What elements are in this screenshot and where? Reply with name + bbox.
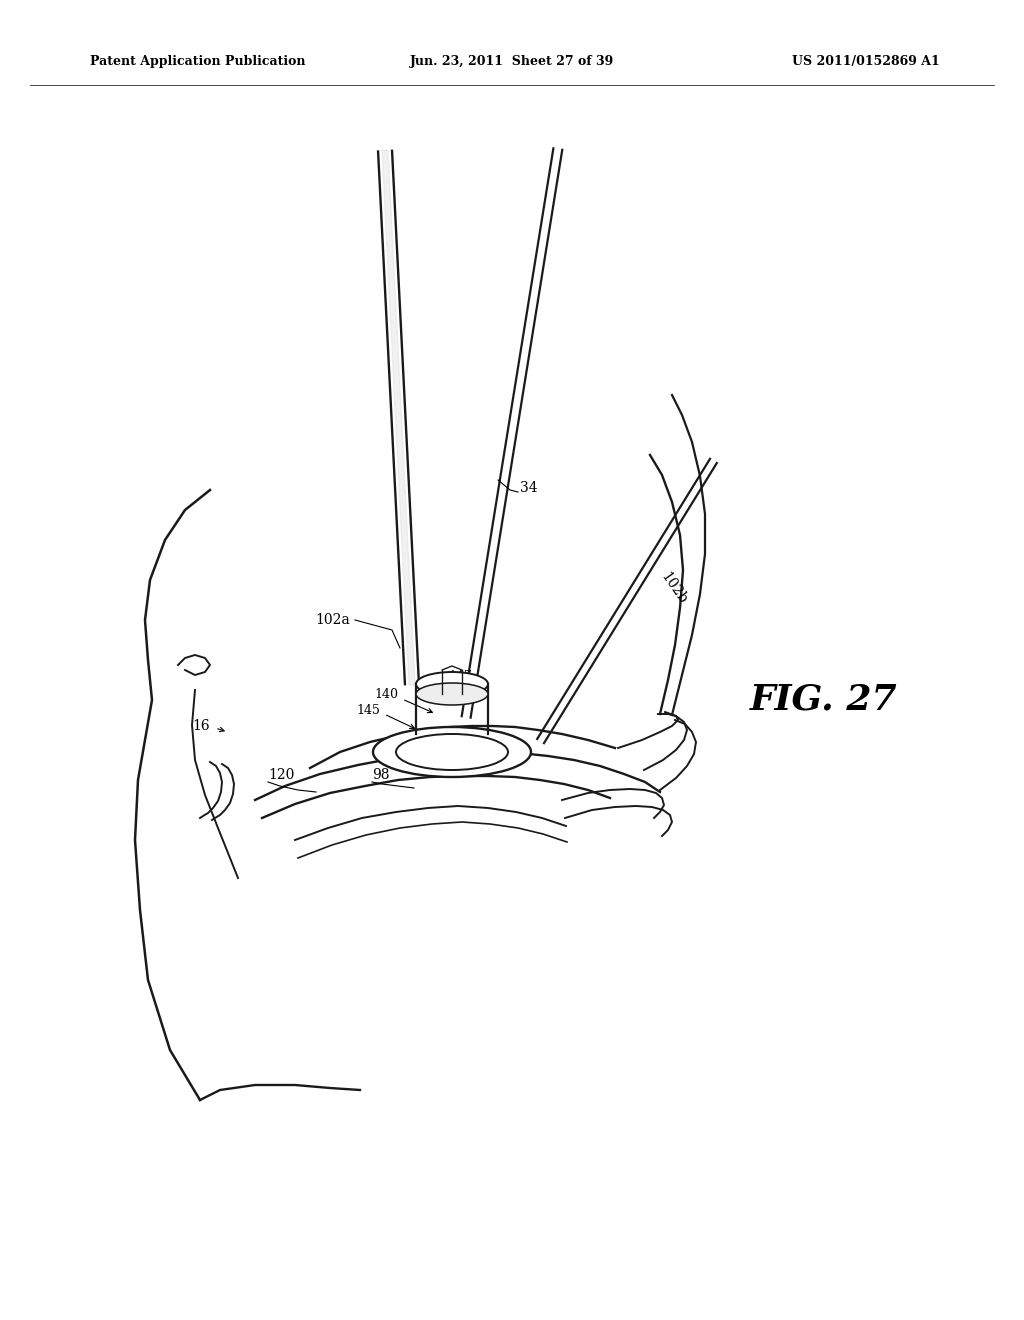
- Text: 120: 120: [268, 768, 294, 781]
- Text: 147: 147: [449, 669, 472, 682]
- Text: 98: 98: [372, 768, 389, 781]
- Text: 140: 140: [374, 689, 398, 701]
- Ellipse shape: [373, 727, 531, 777]
- Text: US 2011/0152869 A1: US 2011/0152869 A1: [793, 55, 940, 69]
- Polygon shape: [382, 150, 415, 685]
- Text: Patent Application Publication: Patent Application Publication: [90, 55, 305, 69]
- Ellipse shape: [416, 672, 488, 696]
- Text: 102b: 102b: [658, 569, 690, 606]
- Text: 145: 145: [356, 704, 380, 717]
- Text: 102a: 102a: [315, 612, 350, 627]
- Text: FIG. 27: FIG. 27: [750, 682, 898, 717]
- Text: 34: 34: [520, 480, 538, 495]
- Text: Jun. 23, 2011  Sheet 27 of 39: Jun. 23, 2011 Sheet 27 of 39: [410, 55, 614, 69]
- Ellipse shape: [396, 734, 508, 770]
- Ellipse shape: [416, 682, 488, 705]
- Text: 16: 16: [193, 719, 210, 733]
